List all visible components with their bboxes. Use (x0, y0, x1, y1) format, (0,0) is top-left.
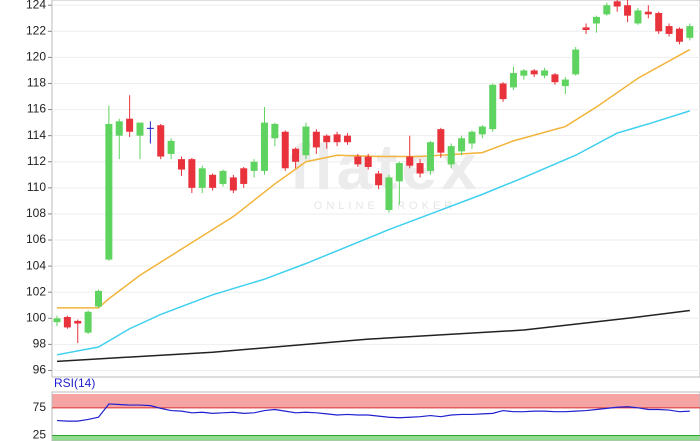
moving-average (56, 309, 690, 363)
candle-body (94, 290, 102, 307)
candle-body (53, 318, 61, 323)
rsi-label: RSI(14) (54, 376, 95, 390)
candle-body (509, 73, 517, 88)
candle-body (240, 168, 248, 184)
rsi-upper-zone (52, 394, 700, 408)
rsi-line (56, 403, 690, 422)
candle-body (675, 28, 683, 42)
candle-body (105, 123, 113, 260)
rsi-frame (51, 391, 700, 441)
candle-body (260, 122, 268, 171)
rsi-tick-label: 75 (33, 400, 47, 414)
candle-body (157, 125, 165, 157)
candle-body (592, 16, 600, 24)
candle-body (209, 174, 217, 188)
candle-body (292, 148, 300, 162)
candle-body (74, 320, 82, 324)
candle-body (541, 70, 549, 76)
moving-average (56, 110, 691, 356)
y-tick-label: 102 (26, 284, 46, 298)
plot-frame (51, 0, 700, 378)
candle-body (447, 146, 455, 165)
candle-body (343, 135, 351, 143)
candle-body (603, 5, 611, 15)
moving-average (57, 48, 691, 309)
watermark-tagline: ONLINE BROKER (314, 200, 456, 212)
candle-body (302, 126, 310, 156)
candle-body (551, 74, 559, 83)
rsi-tick-label: 25 (33, 428, 47, 441)
candle-body (375, 173, 383, 186)
y-tick-label: 116 (27, 102, 46, 116)
y-tick-label: 114 (27, 128, 46, 142)
candle-body (686, 26, 694, 38)
candle-body (613, 1, 621, 7)
candle-body (499, 83, 507, 100)
candle-body (177, 159, 185, 170)
candle-body (478, 126, 486, 135)
candle-body (354, 156, 362, 165)
y-tick-label: 100 (26, 310, 46, 324)
candle-body (250, 161, 258, 171)
candle-body (219, 170, 227, 184)
candle-body (136, 122, 144, 136)
candle-body (146, 127, 154, 129)
y-tick-label: 122 (26, 23, 46, 37)
watermark-logo: flatex (289, 131, 480, 203)
y-tick-label: 112 (27, 154, 46, 168)
candle-body (437, 129, 445, 153)
candle-body (229, 177, 237, 191)
candle-body (644, 11, 652, 15)
candle-body (115, 121, 123, 136)
candle-body (561, 79, 569, 87)
rsi-lower-zone (52, 435, 700, 441)
candle-body (84, 311, 92, 333)
candle-body (198, 168, 206, 188)
candle-body (385, 177, 393, 211)
candle-body (333, 134, 341, 143)
y-tick-label: 120 (26, 50, 46, 64)
candle-body (665, 26, 673, 34)
candle-body (281, 131, 289, 169)
candle-body (572, 49, 580, 75)
candle-body (468, 131, 476, 144)
y-tick-label: 98 (33, 337, 47, 351)
candle-body (520, 70, 528, 76)
candle-body (271, 123, 279, 139)
y-tick-label: 124 (26, 0, 46, 11)
candle-body (406, 156, 414, 166)
candle-body (530, 70, 538, 75)
candle-body (634, 10, 642, 24)
candle-body (323, 135, 331, 143)
candle-body (416, 163, 424, 174)
candle-body (582, 27, 590, 31)
candle-body (312, 131, 320, 148)
candle-body (188, 159, 196, 188)
y-tick-label: 96 (33, 363, 47, 377)
candle-body (126, 118, 134, 132)
candle-body (395, 163, 403, 182)
candle-body (624, 5, 632, 16)
candle-body (63, 316, 71, 328)
y-tick-label: 108 (26, 206, 46, 220)
candle-body (655, 13, 663, 32)
candle-body (489, 84, 497, 130)
candle-body (167, 140, 175, 154)
y-tick-label: 118 (27, 76, 46, 90)
y-tick-label: 110 (27, 180, 46, 194)
y-tick-label: 106 (26, 232, 46, 246)
candle-body (458, 138, 466, 152)
candle-body (364, 156, 372, 167)
candle-body (426, 142, 434, 171)
y-tick-label: 104 (26, 258, 46, 272)
